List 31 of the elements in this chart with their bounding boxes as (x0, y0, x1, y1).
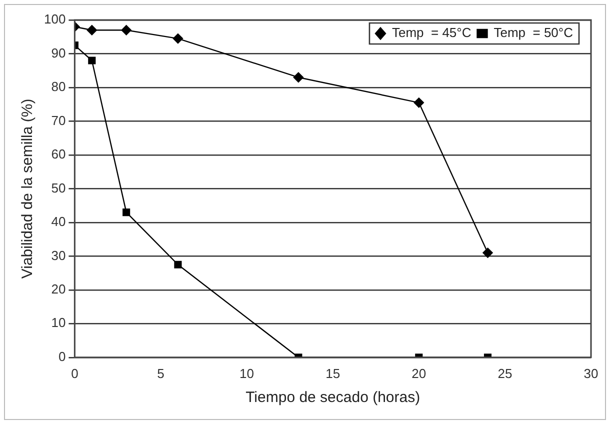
point (172, 33, 184, 44)
point (293, 72, 304, 82)
x-tick-label: 30 (584, 366, 598, 381)
y-tick-label: 40 (51, 214, 66, 230)
y-tick-label: 70 (51, 112, 66, 128)
point (414, 98, 424, 108)
x-tick-label: 5 (157, 366, 164, 381)
point (86, 25, 97, 36)
y-tick-label: 20 (51, 282, 66, 296)
point (122, 208, 130, 216)
legend-label: Temp = 50°C (494, 25, 573, 40)
x-tick-label: 20 (412, 366, 426, 381)
y-axis-title: Viabilidad de la semilla (%) (19, 98, 36, 279)
y-tick-label: 100 (44, 12, 66, 27)
point (88, 56, 96, 64)
y-tick-label: 80 (51, 79, 66, 94)
x-tick-label: 0 (71, 366, 78, 381)
y-tick-label: 0 (58, 348, 66, 364)
y-tick-label: 30 (51, 248, 66, 263)
y-tick-label: 10 (51, 315, 66, 330)
x-axis-title: Tiempo de secado (horas) (246, 389, 420, 406)
x-tick-label: 10 (240, 366, 254, 381)
point (174, 260, 182, 268)
y-tick-label: 90 (51, 45, 66, 60)
x-tick-label: 15 (326, 366, 340, 381)
legend-label: Temp = 45°C (392, 25, 472, 40)
x-tick-label: 25 (498, 366, 512, 381)
y-tick-label: 50 (51, 180, 66, 196)
point (121, 25, 132, 36)
point (482, 248, 493, 258)
y-tick-label: 60 (51, 146, 66, 162)
